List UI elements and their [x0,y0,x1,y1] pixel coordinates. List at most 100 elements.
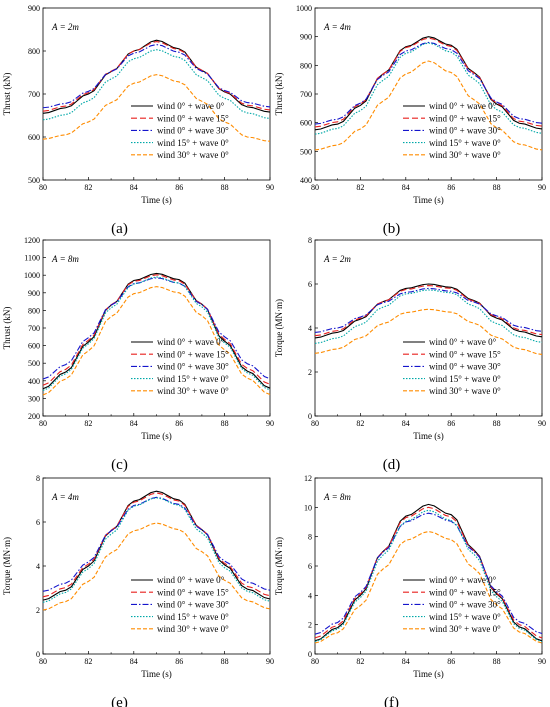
panel-label: (c) [111,457,128,473]
y-tick-label: 800 [28,306,40,315]
series-line-2 [42,274,271,386]
y-tick-label: 8 [36,474,40,483]
series-line-2 [42,492,271,598]
x-tick-label: 88 [221,419,229,428]
chart-panel-f: 80 82 84 86 88 90 0 2 4 6 8 10 12 Time (s) Torque (MN·… [274,474,546,707]
series-line-3 [42,43,271,109]
amplitude-annotation: A = 2m [323,254,351,264]
x-tick-label: 86 [447,183,455,192]
series-line-5 [42,286,271,396]
series-line-2 [314,506,543,639]
y-tick-label: 8 [308,236,312,245]
y-tick-label: 900 [300,33,312,42]
y-axis-title: Torque (MN·m) [2,537,12,595]
legend-entry: wind 0° + wave 30° [157,362,229,372]
series-line-2 [42,40,271,112]
x-tick-label: 88 [221,183,229,192]
y-tick-label: 500 [28,359,40,368]
y-tick-label: 0 [36,650,40,659]
y-tick-label: 1000 [296,4,312,13]
y-tick-label: 8 [308,533,312,542]
x-tick-label: 80 [39,183,47,192]
y-tick-label: 2 [308,621,312,630]
y-tick-label: 600 [28,342,40,351]
series-line-3 [314,287,543,333]
legend-entry: wind 0° + wave 30° [157,126,229,136]
y-axis-title: Torque (MN·m) [274,537,284,595]
x-tick-label: 84 [130,419,138,428]
legend-entry: wind 0° + wave 0° [157,575,225,585]
legend-entry: wind 0° + wave 0° [429,575,497,585]
y-tick-label: 12 [304,474,312,483]
series-line-5 [42,522,271,611]
x-tick-label: 80 [311,183,319,192]
y-tick-label: 4 [36,562,40,571]
x-tick-label: 88 [493,657,501,666]
x-tick-label: 86 [175,657,183,666]
y-tick-label: 700 [300,90,312,99]
legend-entry: wind 0° + wave 30° [429,126,501,136]
legend-entry: wind 15° + wave 0° [429,612,501,622]
legend-entry: wind 0° + wave 0° [429,101,497,111]
x-axis-title: Time (s) [141,195,171,205]
x-tick-label: 86 [447,419,455,428]
x-tick-label: 88 [221,657,229,666]
x-axis-title: Time (s) [413,431,443,441]
series-line-5 [314,60,543,151]
series-line-1 [42,272,271,390]
x-tick-label: 82 [84,419,92,428]
legend-entry: wind 0° + wave 15° [429,113,501,123]
amplitude-annotation: A = 2m [51,22,79,32]
series-line-1 [42,39,271,114]
y-axis-title: Thrust (kN) [274,73,284,116]
x-tick-label: 84 [402,419,410,428]
x-tick-label: 90 [266,419,274,428]
y-tick-label: 1000 [24,271,40,280]
legend-entry: wind 30° + wave 0° [429,624,501,634]
x-tick-label: 84 [130,183,138,192]
y-tick-label: 200 [28,412,40,421]
y-tick-label: 6 [36,518,40,527]
y-tick-label: 1100 [24,254,40,263]
y-tick-label: 800 [28,47,40,56]
y-tick-label: 700 [28,324,40,333]
legend-entry: wind 0° + wave 0° [157,337,225,347]
x-axis-title: Time (s) [141,669,171,679]
x-tick-label: 84 [402,657,410,666]
series-line-3 [314,41,543,125]
y-axis-title: Torque (MN·m) [274,299,284,357]
panel-label: (f) [384,695,399,707]
series-line-1 [314,36,543,131]
chart-panel-c: 80 82 84 86 88 90 200 300 400 500 600 700 800 900 1000… [2,236,274,473]
x-axis-title: Time (s) [413,669,443,679]
legend-entry: wind 0° + wave 0° [429,337,497,347]
legend-entry: wind 0° + wave 15° [157,587,229,597]
legend-entry: wind 15° + wave 0° [157,374,229,384]
y-tick-label: 900 [28,289,40,298]
x-tick-label: 88 [493,419,501,428]
legend-entry: wind 0° + wave 15° [157,113,229,123]
legend-entry: wind 30° + wave 0° [157,624,229,634]
chart-panel-a: 80 82 84 86 88 90 500 600 700 800 900 Time (s) Thrus… [2,4,274,237]
x-tick-label: 86 [175,419,183,428]
y-tick-label: 4 [308,324,312,333]
series-line-1 [42,490,271,601]
y-tick-label: 0 [308,412,312,421]
legend-entry: wind 0° + wave 30° [429,600,501,610]
panel-label: (b) [383,221,401,237]
panel-label: (d) [383,457,401,473]
legend-entry: wind 0° + wave 15° [429,349,501,359]
legend-entry: wind 15° + wave 0° [429,138,501,148]
x-tick-label: 82 [356,419,364,428]
x-tick-label: 90 [266,657,274,666]
legend-entry: wind 30° + wave 0° [157,150,229,160]
y-tick-label: 600 [300,119,312,128]
legend-entry: wind 15° + wave 0° [429,374,501,384]
y-tick-label: 4 [308,591,312,600]
series-line-4 [42,276,271,391]
y-tick-label: 300 [28,394,40,403]
y-tick-label: 400 [28,377,40,386]
y-tick-label: 900 [28,4,40,13]
y-axis-title: Thrust (kN) [2,73,12,116]
